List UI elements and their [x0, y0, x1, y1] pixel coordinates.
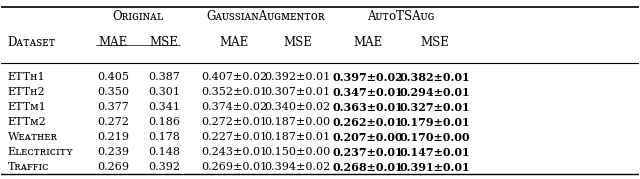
Text: 0.363±0.01: 0.363±0.01	[332, 102, 403, 113]
Text: 0.382±0.01: 0.382±0.01	[399, 72, 470, 83]
Text: MSE: MSE	[420, 36, 449, 49]
Text: 0.269±0.01: 0.269±0.01	[201, 162, 267, 172]
Text: 0.178: 0.178	[148, 132, 180, 142]
Text: Eʟᴇᴄᴛʀɪᴄɪᴛʏ: Eʟᴇᴄᴛʀɪᴄɪᴛʏ	[8, 147, 74, 157]
Text: 0.272: 0.272	[97, 117, 129, 127]
Text: MAE: MAE	[220, 36, 248, 49]
Text: MAE: MAE	[353, 36, 383, 49]
Text: 0.187±0.01: 0.187±0.01	[264, 132, 331, 142]
Text: Dᴀᴛᴀsᴇᴛ: Dᴀᴛᴀsᴇᴛ	[8, 36, 56, 49]
Text: 0.227±0.01: 0.227±0.01	[201, 132, 267, 142]
Text: 0.148: 0.148	[148, 147, 180, 157]
Text: MSE: MSE	[150, 36, 179, 49]
Text: 0.207±0.00: 0.207±0.00	[333, 132, 403, 143]
Text: 0.340±0.02: 0.340±0.02	[264, 102, 331, 112]
Text: AᴜᴛᴏTSAᴜɢ: AᴜᴛᴏTSAᴜɢ	[367, 9, 435, 23]
Text: 0.147±0.01: 0.147±0.01	[399, 147, 470, 158]
Text: 0.374±0.02: 0.374±0.02	[201, 102, 267, 112]
Text: ETTᴍ2: ETTᴍ2	[8, 117, 47, 127]
Text: 0.219: 0.219	[97, 132, 129, 142]
Text: Wᴇᴀᴛʜᴇʀ: Wᴇᴀᴛʜᴇʀ	[8, 132, 58, 142]
Text: MSE: MSE	[284, 36, 312, 49]
Text: 0.347±0.01: 0.347±0.01	[332, 87, 403, 98]
Text: 0.294±0.01: 0.294±0.01	[399, 87, 470, 98]
Text: 0.392: 0.392	[148, 162, 180, 172]
Text: 0.392±0.01: 0.392±0.01	[264, 72, 331, 82]
Text: 0.301: 0.301	[148, 87, 180, 97]
Text: 0.268±0.01: 0.268±0.01	[332, 161, 403, 173]
Text: Oʀɪɢɪɴᴀʟ: Oʀɪɢɪɴᴀʟ	[113, 9, 164, 23]
Text: 0.243±0.01: 0.243±0.01	[201, 147, 267, 157]
Text: Tʀᴀꜰꜰɪᴄ: Tʀᴀꜰꜰɪᴄ	[8, 162, 49, 172]
Text: 0.405: 0.405	[97, 72, 129, 82]
Text: 0.150±0.00: 0.150±0.00	[264, 147, 331, 157]
Text: 0.187±0.00: 0.187±0.00	[264, 117, 331, 127]
Text: 0.170±0.00: 0.170±0.00	[399, 132, 470, 143]
Text: 0.327±0.01: 0.327±0.01	[399, 102, 470, 113]
Text: 0.377: 0.377	[97, 102, 129, 112]
Text: 0.341: 0.341	[148, 102, 180, 112]
Text: ETTᴍ1: ETTᴍ1	[8, 102, 47, 112]
Text: 0.179±0.01: 0.179±0.01	[399, 117, 470, 128]
Text: 0.407±0.02: 0.407±0.02	[201, 72, 267, 82]
Text: MAE: MAE	[99, 36, 127, 49]
Text: 0.239: 0.239	[97, 147, 129, 157]
Text: 0.262±0.01: 0.262±0.01	[333, 117, 403, 128]
Text: 0.397±0.02: 0.397±0.02	[332, 72, 403, 83]
Text: 0.186: 0.186	[148, 117, 180, 127]
Text: 0.391±0.01: 0.391±0.01	[399, 161, 470, 173]
Text: 0.307±0.01: 0.307±0.01	[264, 87, 331, 97]
Text: 0.350: 0.350	[97, 87, 129, 97]
Text: 0.237±0.01: 0.237±0.01	[332, 147, 403, 158]
Text: 0.387: 0.387	[148, 72, 180, 82]
Text: GᴀᴜssɪᴀɴAᴜɢᴍᴇɴᴛᴏʀ: GᴀᴜssɪᴀɴAᴜɢᴍᴇɴᴛᴏʀ	[207, 9, 325, 23]
Text: ETTʜ1: ETTʜ1	[8, 72, 45, 82]
Text: ETTʜ2: ETTʜ2	[8, 87, 45, 97]
Text: 0.394±0.02: 0.394±0.02	[264, 162, 331, 172]
Text: 0.352±0.01: 0.352±0.01	[201, 87, 267, 97]
Text: 0.272±0.01: 0.272±0.01	[201, 117, 267, 127]
Text: 0.269: 0.269	[97, 162, 129, 172]
